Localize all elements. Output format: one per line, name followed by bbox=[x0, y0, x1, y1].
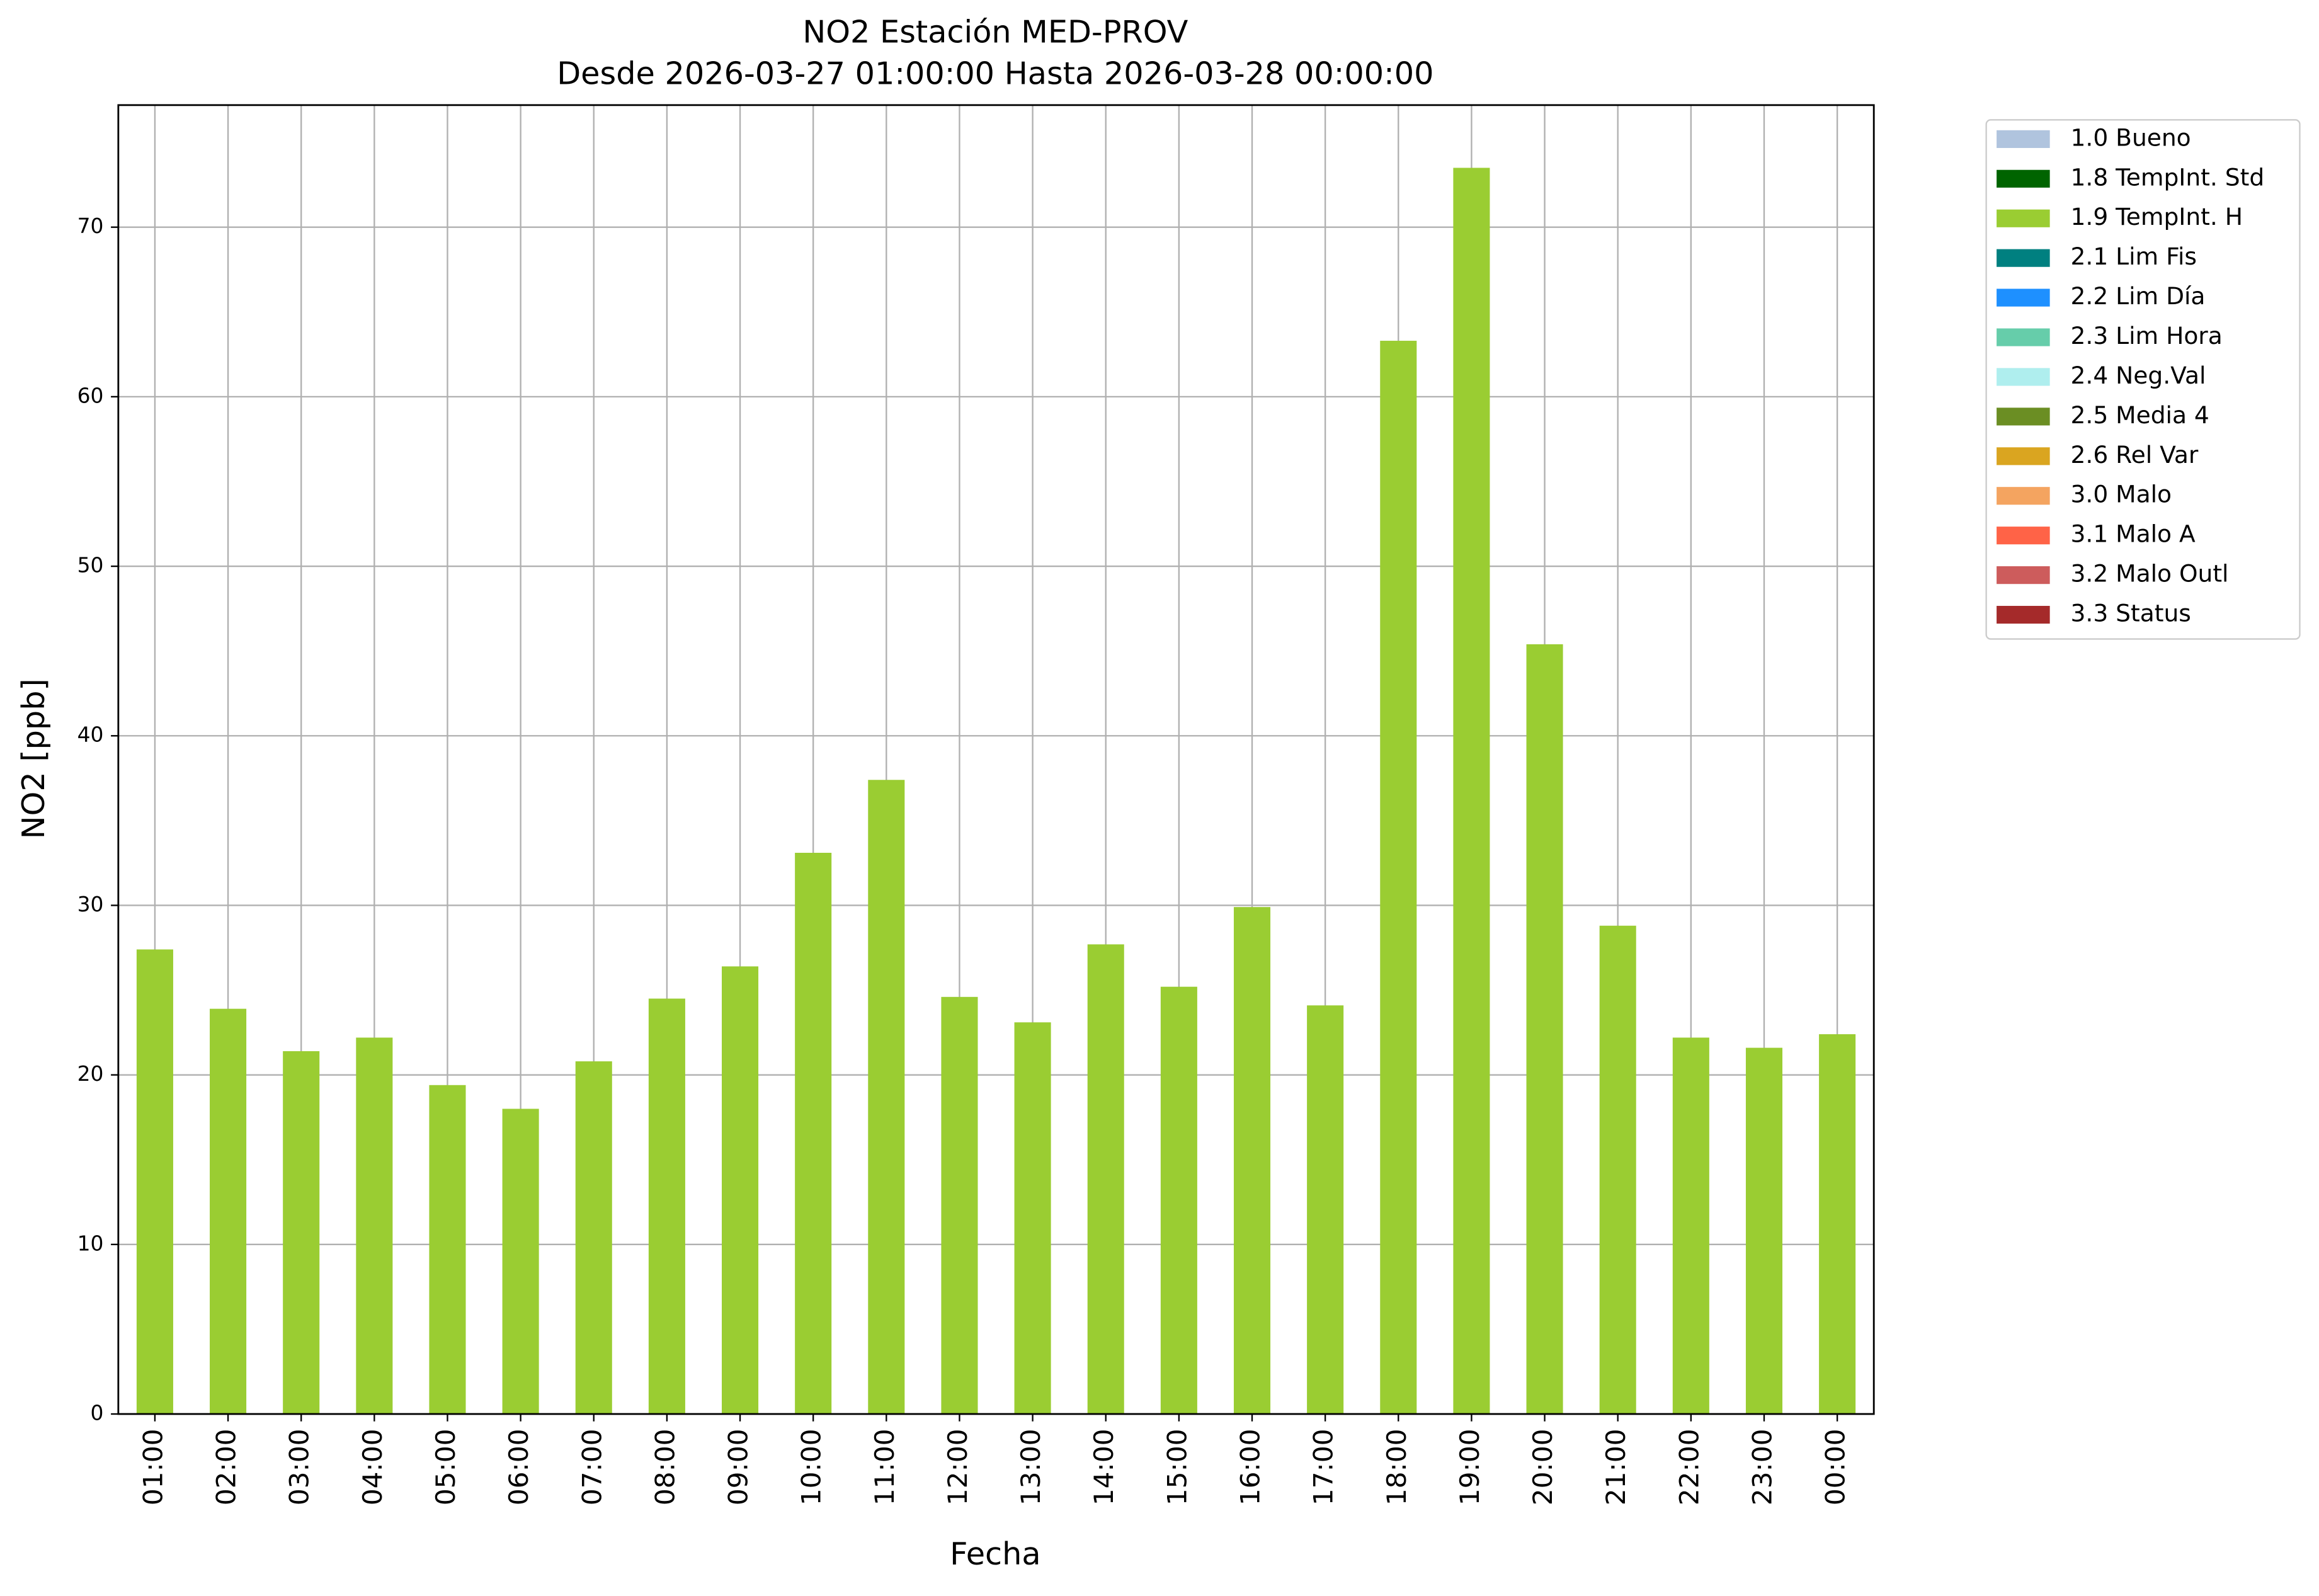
x-tick-label: 08:00 bbox=[649, 1429, 680, 1506]
x-tick-label: 15:00 bbox=[1161, 1429, 1192, 1506]
legend-swatch bbox=[1997, 249, 2050, 267]
x-tick-label: 04:00 bbox=[357, 1429, 388, 1506]
x-tick-label: 07:00 bbox=[576, 1429, 607, 1506]
x-tick-label: 16:00 bbox=[1235, 1429, 1266, 1506]
y-tick-label: 50 bbox=[77, 553, 104, 578]
x-tick-label: 01:00 bbox=[137, 1429, 168, 1506]
legend-swatch bbox=[1997, 328, 2050, 346]
legend-swatch bbox=[1997, 487, 2050, 505]
legend-label: 2.4 Neg.Val bbox=[2071, 362, 2206, 389]
y-axis-label: NO2 [ppb] bbox=[15, 678, 52, 839]
legend-swatch bbox=[1997, 447, 2050, 465]
chart-subtitle: Desde 2026-03-27 01:00:00 Hasta 2026-03-… bbox=[557, 55, 1433, 91]
legend-label: 1.8 TempInt. Std bbox=[2071, 163, 2265, 191]
x-tick-label: 09:00 bbox=[723, 1429, 754, 1506]
bar bbox=[868, 780, 905, 1415]
legend-label: 1.0 Bueno bbox=[2071, 123, 2191, 151]
legend-label: 2.3 Lim Hora bbox=[2071, 322, 2223, 350]
legend-swatch bbox=[1997, 288, 2050, 307]
x-tick-label: 10:00 bbox=[796, 1429, 827, 1506]
legend-frame bbox=[1985, 119, 2301, 640]
bar bbox=[575, 1061, 612, 1415]
x-tick-label: 22:00 bbox=[1673, 1429, 1704, 1506]
legend-swatch bbox=[1997, 169, 2050, 188]
bar bbox=[1453, 168, 1490, 1415]
x-tick-label: 19:00 bbox=[1454, 1429, 1485, 1506]
bar bbox=[356, 1037, 393, 1415]
legend-swatch bbox=[1997, 605, 2050, 624]
legend-label: 3.3 Status bbox=[2071, 600, 2191, 627]
bar bbox=[722, 966, 759, 1415]
legend-swatch bbox=[1997, 527, 2050, 545]
x-tick-label: 12:00 bbox=[942, 1429, 973, 1506]
legend-swatch bbox=[1997, 209, 2050, 227]
y-tick-label: 40 bbox=[77, 722, 104, 747]
legend-swatch bbox=[1997, 130, 2050, 148]
legend-label: 3.2 Malo Outl bbox=[2071, 560, 2229, 588]
x-axis-label: Fecha bbox=[950, 1536, 1041, 1572]
chart-title: NO2 Estación MED-PROV bbox=[802, 14, 1188, 50]
y-tick-label: 20 bbox=[77, 1061, 104, 1086]
x-tick-label: 02:00 bbox=[211, 1429, 242, 1506]
bar bbox=[1526, 644, 1563, 1415]
bar bbox=[1307, 1005, 1344, 1415]
legend-swatch bbox=[1997, 408, 2050, 426]
bar bbox=[136, 949, 173, 1415]
y-tick-label: 10 bbox=[77, 1231, 104, 1255]
legend-label: 2.5 Media 4 bbox=[2071, 401, 2209, 429]
bar bbox=[1087, 944, 1124, 1415]
x-tick-label: 14:00 bbox=[1088, 1429, 1119, 1506]
x-tick-label: 03:00 bbox=[284, 1429, 315, 1506]
y-tick-label: 0 bbox=[90, 1401, 103, 1425]
x-tick-label: 06:00 bbox=[503, 1429, 534, 1506]
x-tick-label: 20:00 bbox=[1527, 1429, 1558, 1506]
x-tick-label: 05:00 bbox=[430, 1429, 461, 1506]
bar bbox=[1233, 907, 1271, 1415]
x-tick-label: 13:00 bbox=[1015, 1429, 1046, 1506]
bar bbox=[1745, 1047, 1783, 1415]
bar bbox=[502, 1109, 539, 1415]
x-tick-label: 17:00 bbox=[1308, 1429, 1339, 1506]
bar bbox=[1599, 925, 1636, 1415]
x-tick-label: 21:00 bbox=[1600, 1429, 1631, 1506]
legend-swatch bbox=[1997, 368, 2050, 386]
legend-label: 1.9 TempInt. H bbox=[2071, 203, 2243, 231]
legend-label: 2.2 Lim Día bbox=[2071, 282, 2206, 310]
y-tick-label: 70 bbox=[77, 214, 104, 238]
x-tick-label: 18:00 bbox=[1381, 1429, 1412, 1506]
legend: 1.0 Bueno 1.8 TempInt. Std 1.9 TempInt. H 2… bbox=[1997, 123, 2264, 627]
bar bbox=[429, 1085, 466, 1415]
x-tick-label: 00:00 bbox=[1820, 1429, 1851, 1506]
bar bbox=[1014, 1022, 1051, 1415]
bar bbox=[1672, 1037, 1709, 1415]
bar bbox=[795, 853, 832, 1415]
x-tick-label: 23:00 bbox=[1746, 1429, 1777, 1506]
y-tick-label: 60 bbox=[77, 383, 104, 408]
bar bbox=[210, 1008, 247, 1415]
x-tick-label: 11:00 bbox=[869, 1429, 900, 1506]
bar bbox=[648, 998, 685, 1415]
bar bbox=[1160, 986, 1197, 1415]
plot-frame bbox=[117, 104, 1875, 1415]
bar bbox=[1380, 341, 1417, 1415]
bar bbox=[283, 1051, 320, 1415]
legend-swatch bbox=[1997, 566, 2050, 584]
y-tick-label: 30 bbox=[77, 892, 104, 916]
legend-label: 3.0 Malo bbox=[2071, 481, 2172, 508]
legend-label: 3.1 Malo A bbox=[2071, 520, 2196, 548]
bar bbox=[941, 996, 978, 1415]
bars bbox=[136, 168, 1856, 1415]
bar bbox=[1819, 1034, 1856, 1415]
legend-label: 2.6 Rel Var bbox=[2071, 441, 2199, 469]
legend-label: 2.1 Lim Fis bbox=[2071, 242, 2197, 270]
